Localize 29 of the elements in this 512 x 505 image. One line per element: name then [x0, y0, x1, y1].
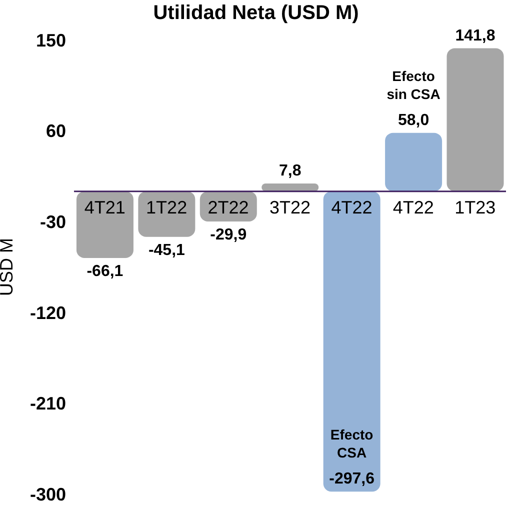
chart-title: Utilidad Neta (USD M) [152, 2, 360, 25]
bar [76, 191, 134, 258]
annotation: Efecto CSA [330, 426, 374, 461]
y-tick-label: -30 [40, 212, 66, 232]
bar [323, 191, 380, 492]
data-label: -66,1 [86, 263, 124, 280]
data-label: -45,1 [148, 242, 186, 259]
x-tick-label: 1T22 [146, 198, 188, 218]
data-label: 7,8 [278, 162, 302, 180]
y-tick-label: -300 [30, 484, 66, 504]
x-tick-label: 2T22 [208, 198, 249, 218]
data-label: -29,9 [210, 226, 247, 244]
annotation: Efecto sin CSA [386, 68, 440, 102]
x-tick-label: 4T22 [392, 198, 434, 218]
x-tick-label: 4T21 [84, 198, 126, 218]
y-tick-label: 150 [36, 30, 66, 50]
bar [138, 191, 196, 237]
x-tick-label: 1T23 [454, 198, 496, 218]
data-label: 58,0 [398, 112, 430, 129]
y-tick-label: -210 [30, 394, 66, 414]
y-tick-label: -120 [30, 302, 66, 323]
bar [446, 48, 504, 192]
bar [385, 132, 442, 192]
y-axis-title: USD M [0, 238, 16, 296]
x-tick-label: 4T22 [331, 198, 372, 218]
data-label: -297,6 [329, 470, 375, 488]
y-tick-label: 60 [46, 121, 66, 142]
data-label: 141,8 [455, 27, 496, 44]
x-tick-label: 3T22 [269, 198, 311, 218]
